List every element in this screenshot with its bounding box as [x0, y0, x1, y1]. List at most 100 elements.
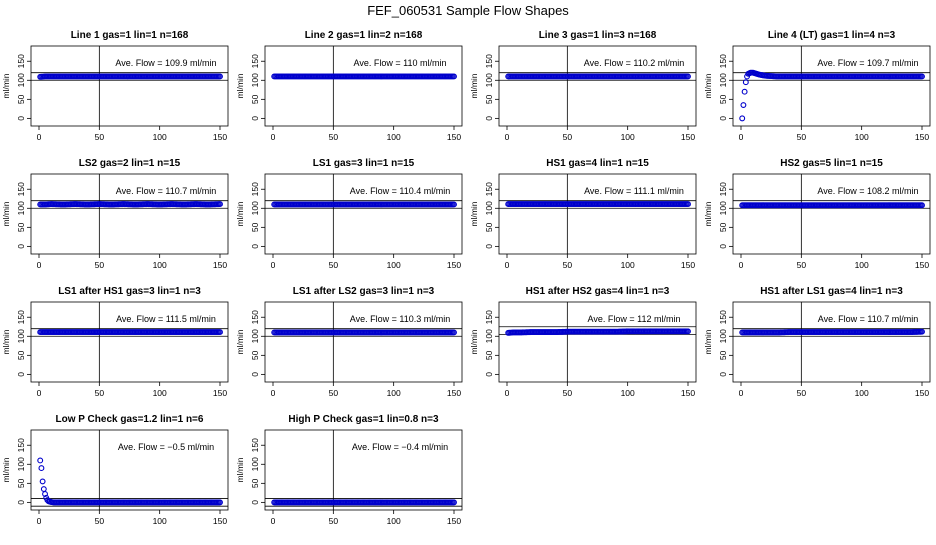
y-tick-label: 50: [250, 350, 260, 360]
data-point: [217, 499, 223, 506]
y-tick-label: 0: [718, 372, 728, 377]
data-point: [685, 73, 691, 80]
data-point: [741, 88, 748, 95]
y-tick-label: 150: [484, 310, 494, 324]
y-tick-label: 150: [16, 182, 26, 196]
x-tick-label: 0: [739, 132, 744, 142]
y-tick-label: 150: [718, 182, 728, 196]
data-point: [740, 102, 747, 108]
y-tick-label: 0: [484, 244, 494, 249]
y-axis-label: ml/min: [1, 73, 11, 98]
y-tick-label: 0: [718, 244, 728, 249]
y-tick-label: 0: [16, 500, 26, 505]
panel-title: LS1 gas=3 lin=1 n=15: [313, 158, 415, 169]
y-tick-label: 50: [16, 350, 26, 360]
x-tick-label: 150: [447, 516, 461, 526]
panel-11: HS1 after HS2 gas=4 lin=1 n=3 0 50 100 150 0 5…: [469, 286, 697, 398]
panel-5: LS2 gas=2 lin=1 n=15 0 50 100 150 0 50 100 150 ml…: [1, 158, 229, 270]
panel-title: LS2 gas=2 lin=1 n=15: [79, 158, 181, 169]
y-tick-label: 150: [16, 438, 26, 452]
y-axis-label: ml/min: [469, 329, 479, 354]
data-point: [685, 328, 691, 335]
data-point: [37, 457, 44, 464]
y-axis-label: ml/min: [1, 329, 11, 354]
y-tick-label: 100: [484, 201, 494, 215]
y-axis-label: ml/min: [469, 201, 479, 226]
panel-title: HS2 gas=5 lin=1 n=15: [780, 158, 883, 169]
data-point: [739, 115, 746, 122]
average-flow-label: Ave. Flow = −0.5 ml/min: [118, 442, 214, 452]
panel-title: HS1 gas=4 lin=1 n=15: [546, 158, 649, 169]
data-point: [38, 465, 45, 472]
x-tick-label: 50: [95, 388, 105, 398]
x-tick-label: 100: [387, 132, 401, 142]
x-tick-label: 0: [739, 260, 744, 270]
panel-2: Line 2 gas=1 lin=2 n=168 0 50 100 150 0 50 100 1…: [235, 30, 463, 142]
y-tick-label: 0: [16, 372, 26, 377]
average-flow-label: Ave. Flow = 110 ml/min: [354, 58, 447, 68]
x-tick-label: 50: [329, 516, 339, 526]
y-tick-label: 50: [718, 222, 728, 232]
panel-title: Line 4 (LT) gas=1 lin=4 n=3: [768, 30, 896, 41]
panel-9: LS1 after HS1 gas=3 lin=1 n=3 0 50 100 150 0 5…: [1, 286, 229, 398]
x-tick-label: 150: [681, 388, 695, 398]
x-tick-label: 50: [563, 388, 573, 398]
data-point: [919, 202, 925, 209]
x-tick-label: 0: [37, 516, 42, 526]
x-tick-label: 150: [447, 388, 461, 398]
data-point: [40, 486, 47, 492]
data-point: [217, 329, 223, 336]
panel-10: LS1 after LS2 gas=3 lin=1 n=3 0 50 100 150 0 5…: [235, 286, 463, 398]
x-tick-label: 100: [153, 260, 167, 270]
y-tick-label: 0: [250, 116, 260, 121]
y-tick-label: 100: [484, 73, 494, 87]
plot-frame: [498, 173, 697, 255]
plot-frame: [498, 301, 697, 383]
y-axis-label: ml/min: [1, 201, 11, 226]
x-tick-label: 150: [447, 260, 461, 270]
x-tick-label: 0: [505, 132, 510, 142]
x-tick-label: 0: [37, 388, 42, 398]
y-tick-label: 100: [718, 201, 728, 215]
plot-frame: [264, 173, 463, 255]
y-axis-label: ml/min: [703, 201, 713, 226]
panels-group: Line 1 gas=1 lin=1 n=168 0 50 100 150 0 50 100 1…: [1, 30, 931, 526]
panel-title: Line 2 gas=1 lin=2 n=168: [305, 30, 423, 41]
panel-6: LS1 gas=3 lin=1 n=15 0 50 100 150 0 50 100 150 ml…: [235, 158, 463, 270]
average-flow-label: Ave. Flow = 108.2 ml/min: [817, 186, 918, 196]
data-point: [451, 329, 457, 336]
panel-12: HS1 after LS1 gas=4 lin=1 n=3 0 50 100 150 0 5…: [703, 286, 931, 398]
x-tick-label: 100: [153, 132, 167, 142]
y-axis-label: ml/min: [235, 73, 245, 98]
x-tick-label: 0: [271, 516, 276, 526]
plot-frame: [498, 45, 697, 127]
x-tick-label: 100: [621, 132, 635, 142]
average-flow-label: Ave. Flow = 111.5 ml/min: [116, 314, 216, 324]
data-point: [685, 201, 691, 208]
y-tick-label: 50: [718, 94, 728, 104]
y-tick-label: 0: [250, 244, 260, 249]
average-flow-label: Ave. Flow = 109.9 ml/min: [115, 58, 216, 68]
y-tick-label: 0: [16, 116, 26, 121]
y-tick-label: 50: [484, 94, 494, 104]
y-tick-label: 150: [16, 54, 26, 68]
panel-title: Line 3 gas=1 lin=3 n=168: [539, 30, 657, 41]
data-point: [919, 328, 925, 335]
y-tick-label: 100: [484, 329, 494, 343]
y-axis-label: ml/min: [235, 457, 245, 482]
plot-frame: [30, 429, 229, 511]
y-tick-label: 100: [16, 201, 26, 215]
plot-frame: [30, 173, 229, 255]
y-tick-label: 150: [250, 54, 260, 68]
panel-title: LS1 after LS2 gas=3 lin=1 n=3: [293, 286, 435, 297]
panel-14: High P Check gas=1 lin=0.8 n=3 0 50 100 150 0…: [235, 414, 463, 526]
x-tick-label: 100: [855, 132, 869, 142]
x-tick-label: 100: [387, 388, 401, 398]
x-tick-label: 50: [563, 132, 573, 142]
y-tick-label: 150: [250, 182, 260, 196]
average-flow-label: Ave. Flow = −0.4 ml/min: [352, 442, 448, 452]
y-tick-label: 150: [484, 54, 494, 68]
panel-13: Low P Check gas=1.2 lin=1 n=6 0 50 100 150 0 5…: [1, 414, 229, 526]
y-tick-label: 0: [718, 116, 728, 121]
